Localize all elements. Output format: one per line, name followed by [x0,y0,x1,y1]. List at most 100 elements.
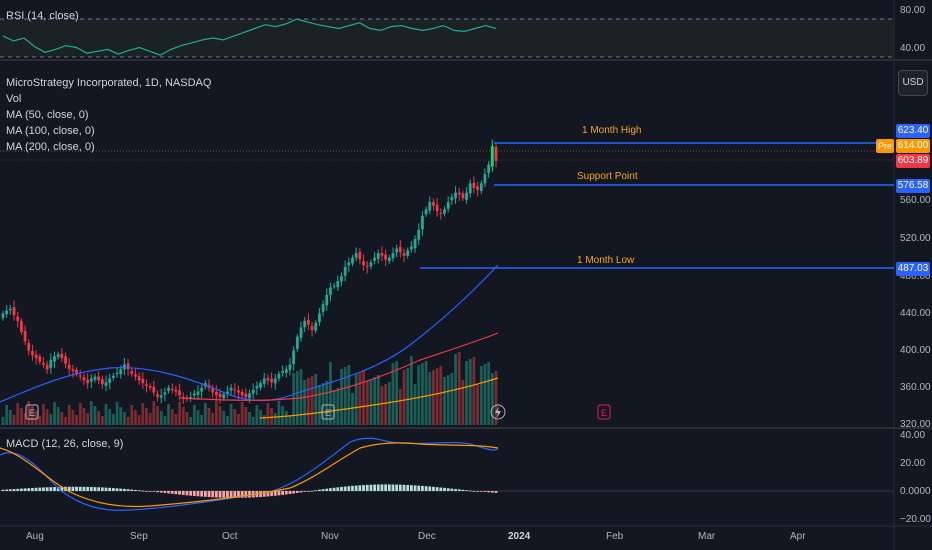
macd-histogram-bar [490,491,494,493]
month-low-price-tag: 487.03 [896,262,930,276]
candle-body [38,356,42,362]
candle-body [240,391,244,396]
candle-body [100,379,104,385]
macd-histogram-bar [398,484,402,491]
candle-body [181,396,185,398]
macd-histogram-bar [214,491,218,498]
earnings-marker-label: E [29,408,35,418]
volume-bar [376,375,380,425]
macd-histogram-bar [387,484,391,491]
macd-histogram-bar [299,491,303,493]
candle-body [318,313,321,323]
candle-body [343,266,347,276]
candle-body [119,369,123,375]
macd-histogram-bar [181,491,185,495]
time-axis-tick: Nov [321,531,339,542]
legend-ma200[interactable]: MA (200, close, 0) [6,141,95,153]
candle-body [384,254,388,260]
macd-histogram-bar [178,491,181,495]
time-axis-tick: Aug [26,531,44,542]
macd-histogram-bar [145,491,148,492]
volume-bar [178,402,181,425]
candle-body [163,392,167,395]
candle-body [402,253,406,256]
macd-histogram-bar [266,491,270,497]
premarket-price-tag: 614.00 [896,139,930,153]
month-low-annotation[interactable]: 1 Month Low [577,255,635,266]
candle-body [479,183,483,191]
macd-histogram-bar [373,484,376,491]
candle-body [255,385,259,389]
currency-button[interactable]: USD [898,70,928,96]
macd-axis-tick: 20.00 [900,458,926,469]
candle-body [148,385,152,388]
macd-histogram-bar [134,489,137,491]
macd-histogram-bar [185,491,189,496]
earnings-marker[interactable]: E [25,404,39,420]
candle-body [266,377,270,381]
volume-bar [137,415,141,425]
macd-histogram-bar [351,485,354,491]
time-axis-tick: 2024 [508,531,531,542]
volume-bar [163,416,167,425]
macd-histogram-bar [472,490,476,492]
candle-body [428,201,432,211]
macd-histogram-bar [119,488,123,491]
volume-bar [71,410,75,425]
rsi-line [2,18,497,56]
price-axis-tick: 320.00 [900,419,931,430]
month-high-annotation[interactable]: 1 Month High [582,125,642,136]
support-annotation[interactable]: Support Point [577,171,638,182]
volume-bar [395,361,399,425]
volume-bar [281,406,285,425]
volume-bar [152,401,156,425]
macd-histogram-bar [226,491,229,498]
macd-histogram-bar [365,484,369,491]
macd-histogram-bar [126,489,130,491]
macd-histogram-bar [362,485,365,491]
volume-bar [244,407,248,425]
volume-bar [104,404,108,425]
volume-bar [185,412,189,425]
dividend-lightning-icon[interactable] [490,404,506,420]
macd-histogram-bar [325,488,329,491]
macd-histogram-bar [49,487,53,491]
candle-body [461,193,465,199]
candle-body [211,388,215,393]
time-axis-tick: Apr [790,531,806,542]
earnings-marker-upcoming[interactable]: E [597,404,611,420]
earnings-marker[interactable]: E [321,404,335,420]
candle-body [421,215,424,230]
volume-bar [156,406,159,425]
macd-histogram-bar [27,488,31,491]
macd-histogram-bar [53,487,56,491]
macd-histogram-bar [465,490,468,491]
volume-bar [255,405,259,425]
legend-vol[interactable]: Vol [6,93,22,105]
macd-histogram-bar [130,489,134,491]
macd-histogram-bar [115,488,119,491]
volume-bar [19,408,23,425]
candle-body [23,330,27,342]
macd-axis-tick: 40.00 [900,430,926,441]
macd-histogram-bar [384,484,388,491]
macd-histogram-bar [67,486,71,491]
macd-histogram-bar [19,488,23,491]
volume-bar [8,410,12,425]
candle-body [152,386,156,393]
legend-ma50[interactable]: MA (50, close, 0) [6,109,89,121]
volume-bar [387,382,391,425]
volume-bar [16,403,20,425]
candle-body [141,378,145,384]
legend-ma100[interactable]: MA (100, close, 0) [6,125,95,137]
volume-bar [461,380,465,425]
macd-line [0,437,499,511]
volume-bar [145,408,148,425]
volume-bar [1,417,5,425]
macd-axis-tick: −20.00 [900,514,931,525]
candle-body [277,373,281,379]
macd-histogram-bar [75,486,78,491]
volume-bar [86,413,90,425]
macd-histogram-bar [97,487,101,491]
